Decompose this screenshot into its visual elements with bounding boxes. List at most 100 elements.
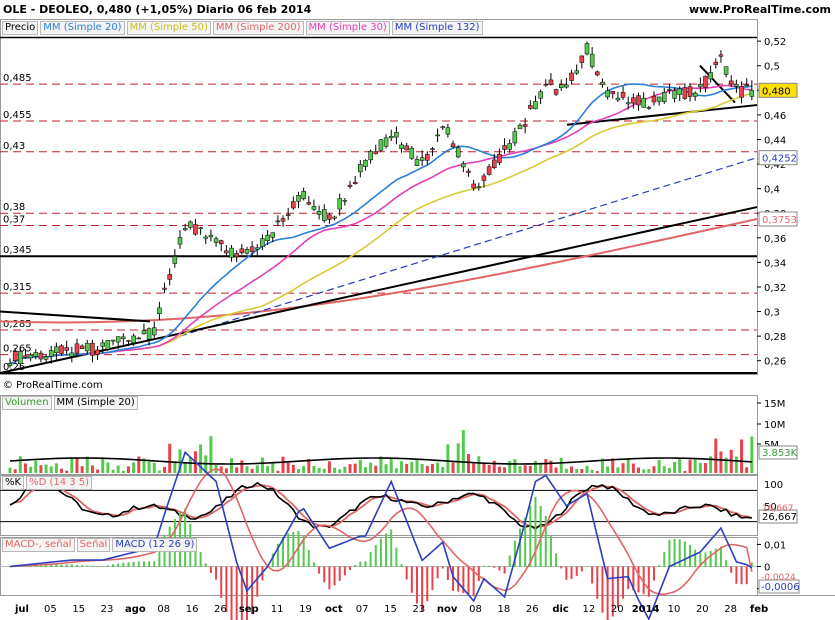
candle-body xyxy=(203,236,209,239)
macd-hist-bar xyxy=(524,517,527,567)
candle-body xyxy=(610,91,616,94)
candle-body xyxy=(224,250,229,254)
header-title: OLE - DEOLEO, 0,480 (+1,05%) Diario 06 f… xyxy=(3,3,312,16)
legend-signal: Señal xyxy=(76,538,111,552)
volume-bar xyxy=(39,465,43,473)
macd-hist-bar xyxy=(735,566,738,584)
volume-bar xyxy=(322,468,326,473)
volume-bar xyxy=(343,466,347,473)
candle-body xyxy=(260,238,265,247)
volume-bar xyxy=(714,438,718,473)
candle-body xyxy=(569,72,574,81)
candle-body xyxy=(728,80,734,85)
candle-body xyxy=(79,345,85,349)
candle-body xyxy=(296,194,301,202)
volume-bar xyxy=(642,469,646,473)
vol-tick-label: 15M xyxy=(764,399,785,410)
macd-hist-bar xyxy=(86,565,89,567)
volume-bar xyxy=(312,465,316,473)
candle-body xyxy=(631,97,636,104)
macd-hist-bar xyxy=(730,566,733,573)
candle-body xyxy=(244,249,250,254)
macd-hist-bar xyxy=(436,566,439,579)
volume-bar xyxy=(111,469,115,473)
volume-bar xyxy=(549,460,553,473)
macd-hist-bar xyxy=(209,566,212,573)
macd-hist-bar xyxy=(369,552,372,567)
volume-bar xyxy=(539,464,543,473)
macd-hist-bar xyxy=(431,566,434,591)
candle-body xyxy=(677,88,682,95)
volume-bar xyxy=(564,468,568,473)
volume-bar xyxy=(750,436,754,473)
volume-bar xyxy=(693,458,697,473)
volume-bar xyxy=(626,459,630,473)
candle-body xyxy=(38,352,44,360)
candle-body xyxy=(255,247,260,250)
candle-body xyxy=(564,84,569,88)
macd-marker xyxy=(758,579,800,594)
volume-bar xyxy=(209,436,213,473)
candle-body xyxy=(172,256,178,264)
triangle-support-line xyxy=(566,104,758,126)
quote: 0,480 (+1,05%) xyxy=(96,3,193,16)
candle-body xyxy=(625,102,631,105)
candle-body xyxy=(414,159,420,166)
candle-body xyxy=(213,238,219,243)
volume-bar xyxy=(523,465,527,473)
volume-bar xyxy=(44,464,48,473)
x-axis-label: 07 xyxy=(356,604,369,615)
macd-hist-bar xyxy=(75,564,78,567)
volume-bar xyxy=(157,470,161,473)
candle-body xyxy=(734,83,739,87)
volume-bar xyxy=(18,456,22,473)
candle-body xyxy=(383,137,389,147)
volume-bar xyxy=(199,444,203,473)
macd-hist-bar xyxy=(642,566,645,594)
macd-hist-bar xyxy=(343,566,346,576)
volume-bar xyxy=(260,457,264,473)
legend-d: %D (14 3 5) xyxy=(26,476,93,490)
candle-body xyxy=(656,96,662,102)
x-axis-label: dic xyxy=(552,604,569,615)
reference-label: 0,43 xyxy=(3,141,25,152)
volume-bar xyxy=(240,460,244,473)
candle-body xyxy=(131,335,136,343)
macd-hist-bar xyxy=(354,565,357,567)
macd-hist-bar xyxy=(694,549,697,567)
candle-body xyxy=(430,148,435,150)
macd-hist-bar xyxy=(503,566,506,574)
candle-body xyxy=(517,124,523,130)
volume-bar xyxy=(472,463,476,473)
volume-bar xyxy=(420,463,424,473)
candle-body xyxy=(7,363,13,366)
candle-body xyxy=(471,183,476,189)
volume-bar xyxy=(503,467,507,473)
macd-hist-bar xyxy=(184,508,187,567)
candle-body xyxy=(672,90,677,99)
volume-bar xyxy=(137,456,141,473)
candle-body xyxy=(579,55,585,63)
macd-hist-bar xyxy=(539,505,542,567)
macd-hist-bar xyxy=(81,565,84,567)
volume-bar xyxy=(518,466,522,473)
legend-k: %K xyxy=(2,476,25,490)
legend-ma200: MM (Simple 200) xyxy=(212,21,304,35)
candle-body xyxy=(59,345,64,354)
candle-body xyxy=(450,143,456,147)
triangle-top-line xyxy=(699,65,736,104)
volume-bar xyxy=(698,462,702,473)
volume-bar xyxy=(302,466,306,473)
macd-hist-bar xyxy=(70,564,73,567)
volume-bar xyxy=(667,467,671,473)
volume-bar xyxy=(353,463,357,473)
x-axis-label: oct xyxy=(325,604,343,615)
candle-body xyxy=(162,287,167,290)
volume-bar xyxy=(333,467,337,473)
macd-hist-bar xyxy=(652,566,655,581)
price-tick-label: 0,4 xyxy=(764,185,780,196)
macd-hist-bar xyxy=(740,566,743,585)
macd-hist-bar xyxy=(482,565,485,567)
macd-hist-bar xyxy=(117,563,120,567)
